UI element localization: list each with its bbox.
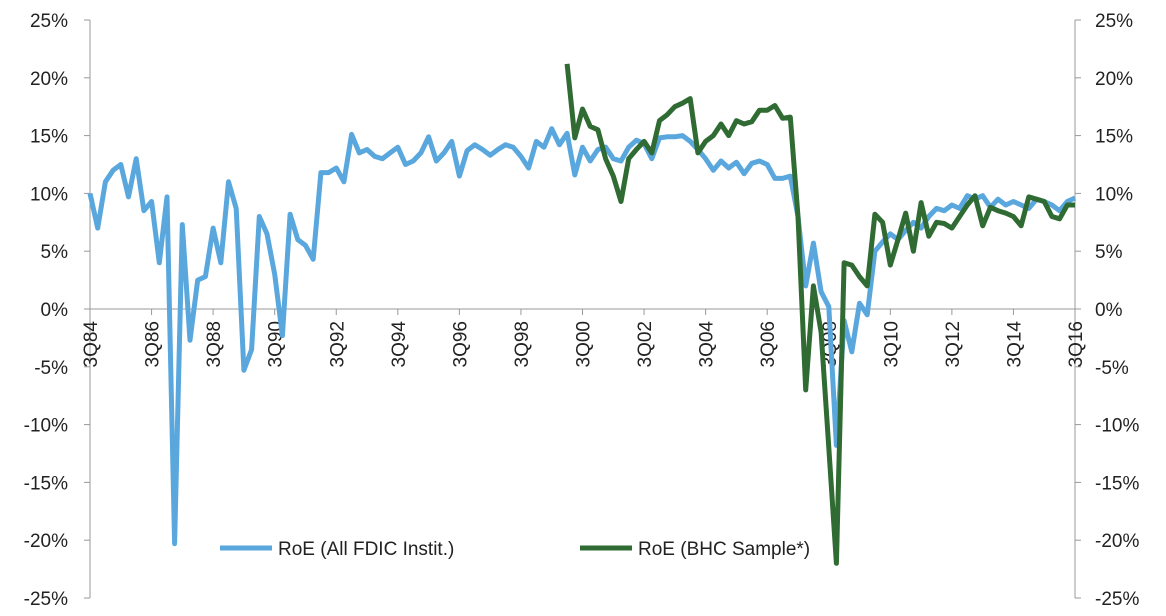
x-tick-label: 3Q88 (204, 321, 225, 367)
x-tick-label: 3Q14 (1004, 321, 1025, 368)
y2-tick-label: 5% (1095, 242, 1123, 263)
y2-tick-label: 20% (1095, 69, 1133, 90)
y2-tick-label: 10% (1095, 184, 1133, 205)
y2-tick-label: 0% (1095, 300, 1123, 321)
y2-tick-label: -15% (1095, 473, 1139, 494)
x-tick-label: 3Q16 (1066, 321, 1087, 367)
x-tick-label: 3Q06 (758, 321, 779, 367)
y-tick-label: 15% (30, 127, 68, 148)
y-tick-label: -10% (24, 416, 68, 437)
y2-tick-label: -5% (1095, 358, 1129, 379)
x-tick-label: 3Q86 (143, 321, 164, 367)
y-tick-label: -5% (34, 358, 68, 379)
series-line (87, 126, 1077, 547)
y-tick-label: 5% (41, 242, 69, 263)
x-tick-label: 3Q94 (389, 321, 410, 368)
y2-tick-label: 25% (1095, 11, 1133, 32)
y-tick-label: 25% (30, 11, 68, 32)
y-tick-label: 20% (30, 69, 68, 90)
y-tick-label: -20% (24, 531, 68, 552)
x-tick-label: 3Q10 (881, 321, 902, 367)
x-tick-label: 3Q92 (327, 321, 348, 367)
x-tick-label: 3Q84 (81, 321, 102, 368)
y-tick-label: 0% (41, 300, 69, 321)
x-tick-label: 3Q98 (512, 321, 533, 367)
y-tick-label: 10% (30, 184, 68, 205)
y-tick-label: -15% (24, 473, 68, 494)
x-tick-label: 3Q00 (574, 321, 595, 367)
y2-tick-label: 15% (1095, 127, 1133, 148)
series-line (564, 63, 1075, 566)
legend-label: RoE (BHC Sample*) (638, 539, 810, 560)
y2-tick-label: -25% (1095, 589, 1139, 610)
legend-label: RoE (All FDIC Instit.) (278, 539, 454, 560)
y-tick-label: -25% (24, 589, 68, 610)
y2-tick-label: -10% (1095, 416, 1139, 437)
x-tick-label: 3Q04 (697, 321, 718, 368)
y2-tick-label: -20% (1095, 531, 1139, 552)
x-tick-label: 3Q12 (943, 321, 964, 367)
x-tick-label: 3Q02 (635, 321, 656, 367)
x-tick-label: 3Q96 (450, 321, 471, 367)
